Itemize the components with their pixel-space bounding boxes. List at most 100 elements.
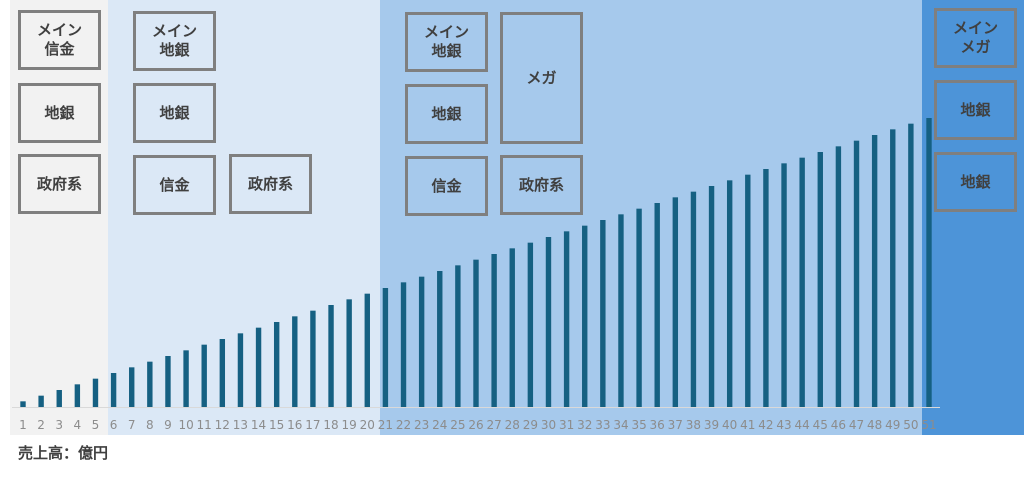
bar-31 (563, 231, 570, 407)
x-tick-label: 3 (55, 418, 63, 432)
x-tick-label: 33 (595, 418, 610, 432)
bar-26 (473, 259, 479, 407)
bar-47 (853, 140, 860, 407)
bar-19 (346, 299, 352, 407)
bar-10 (183, 350, 189, 407)
bar-30 (545, 237, 552, 407)
bar-2 (38, 395, 44, 407)
bar-25 (455, 265, 461, 407)
x-tick-label: 6 (110, 418, 118, 432)
x-tick-label: 16 (287, 418, 302, 432)
box-band1-chigin: 地銀 (18, 83, 101, 143)
bar-7 (129, 367, 135, 407)
x-tick-label: 39 (704, 418, 719, 432)
x-tick-label: 10 (178, 418, 193, 432)
band-1 (10, 0, 108, 435)
bar-3 (56, 390, 62, 407)
bar-8 (147, 361, 153, 407)
bar-43 (781, 163, 787, 407)
box-band2-seifukei: 政府系 (229, 154, 312, 214)
x-tick-label: 41 (740, 418, 755, 432)
x-tick-label: 45 (813, 418, 828, 432)
x-tick-label: 42 (758, 418, 773, 432)
bar-14 (255, 327, 262, 407)
x-tick-label: 47 (849, 418, 864, 432)
x-tick-label: 36 (650, 418, 665, 432)
bar-35 (636, 208, 642, 407)
x-tick-label: 26 (468, 418, 483, 432)
x-tick-label: 32 (577, 418, 592, 432)
bar-39 (708, 186, 715, 407)
unit-label: 売上高：億円 (18, 444, 109, 462)
x-tick-label: 13 (233, 418, 248, 432)
bar-32 (582, 225, 588, 407)
x-tick-label: 43 (776, 418, 791, 432)
box-band1-seifukei: 政府系 (18, 154, 101, 214)
x-tick-label: 14 (251, 418, 266, 432)
bar-28 (509, 248, 515, 407)
x-tick-label: 17 (305, 418, 320, 432)
bar-33 (600, 220, 606, 407)
box-band4-main-mega: メイン メガ (934, 8, 1017, 68)
x-tick-label: 4 (74, 418, 82, 432)
x-tick-label: 50 (903, 418, 918, 432)
bar-6 (110, 373, 117, 407)
x-tick-label: 27 (486, 418, 501, 432)
box-band2-main-chigin: メイン 地銀 (133, 11, 216, 71)
bar-12 (219, 339, 226, 407)
x-tick-label: 19 (342, 418, 357, 432)
x-tick-label: 2 (37, 418, 45, 432)
bar-46 (835, 146, 842, 408)
bar-11 (201, 344, 207, 407)
bar-44 (799, 157, 805, 407)
x-tick-label: 31 (559, 418, 574, 432)
bar-40 (726, 180, 733, 407)
box-band3-main-chigin: メイン 地銀 (405, 12, 488, 72)
bar-48 (871, 135, 878, 407)
bar-24 (437, 271, 443, 407)
bar-17 (310, 310, 316, 407)
bar-49 (890, 129, 896, 408)
x-tick-label: 12 (215, 418, 230, 432)
bar-34 (618, 214, 624, 407)
x-tick-label: 18 (323, 418, 338, 432)
bar-21 (382, 288, 389, 407)
bar-15 (273, 322, 280, 407)
box-band2-chigin: 地銀 (133, 83, 216, 143)
x-tick-label: 25 (450, 418, 465, 432)
x-tick-label: 51 (921, 418, 936, 432)
x-tick-label: 11 (197, 418, 212, 432)
x-tick-label: 8 (146, 418, 154, 432)
bar-38 (690, 191, 697, 407)
bar-23 (418, 276, 425, 407)
x-tick-label: 34 (613, 418, 628, 432)
x-tick-label: 22 (396, 418, 411, 432)
box-band4-chigin-1: 地銀 (934, 80, 1017, 140)
bar-42 (763, 169, 769, 407)
x-tick-label: 5 (92, 418, 100, 432)
bar-45 (817, 152, 823, 407)
x-tick-label: 30 (541, 418, 556, 432)
x-tick-label: 7 (128, 418, 136, 432)
x-tick-label: 9 (164, 418, 172, 432)
bar-18 (328, 305, 334, 407)
x-tick-label: 46 (831, 418, 846, 432)
bar-5 (92, 378, 99, 407)
box-band1-main-shinkin: メイン 信金 (18, 10, 101, 70)
x-tick-label: 38 (686, 418, 701, 432)
bar-16 (292, 316, 298, 407)
box-band3-shinkin: 信金 (405, 156, 488, 216)
x-tick-label: 15 (269, 418, 284, 432)
x-tick-label: 1 (19, 418, 27, 432)
x-tick-label: 35 (631, 418, 646, 432)
x-tick-label: 21 (378, 418, 393, 432)
bar-50 (908, 123, 914, 408)
bar-chart: 1 2 3 4 5 6 7 8 9 10 11 12 13 14 15 16 17 18 19 20 21 22 23 24 2… (12, 118, 940, 432)
x-tick-label: 28 (505, 418, 520, 432)
bar-9 (165, 356, 171, 407)
x-tick-label: 20 (360, 418, 375, 432)
x-tick-label: 40 (722, 418, 737, 432)
band-2 (108, 0, 380, 435)
x-tick-label: 48 (867, 418, 882, 432)
x-tick-label: 44 (795, 418, 810, 432)
